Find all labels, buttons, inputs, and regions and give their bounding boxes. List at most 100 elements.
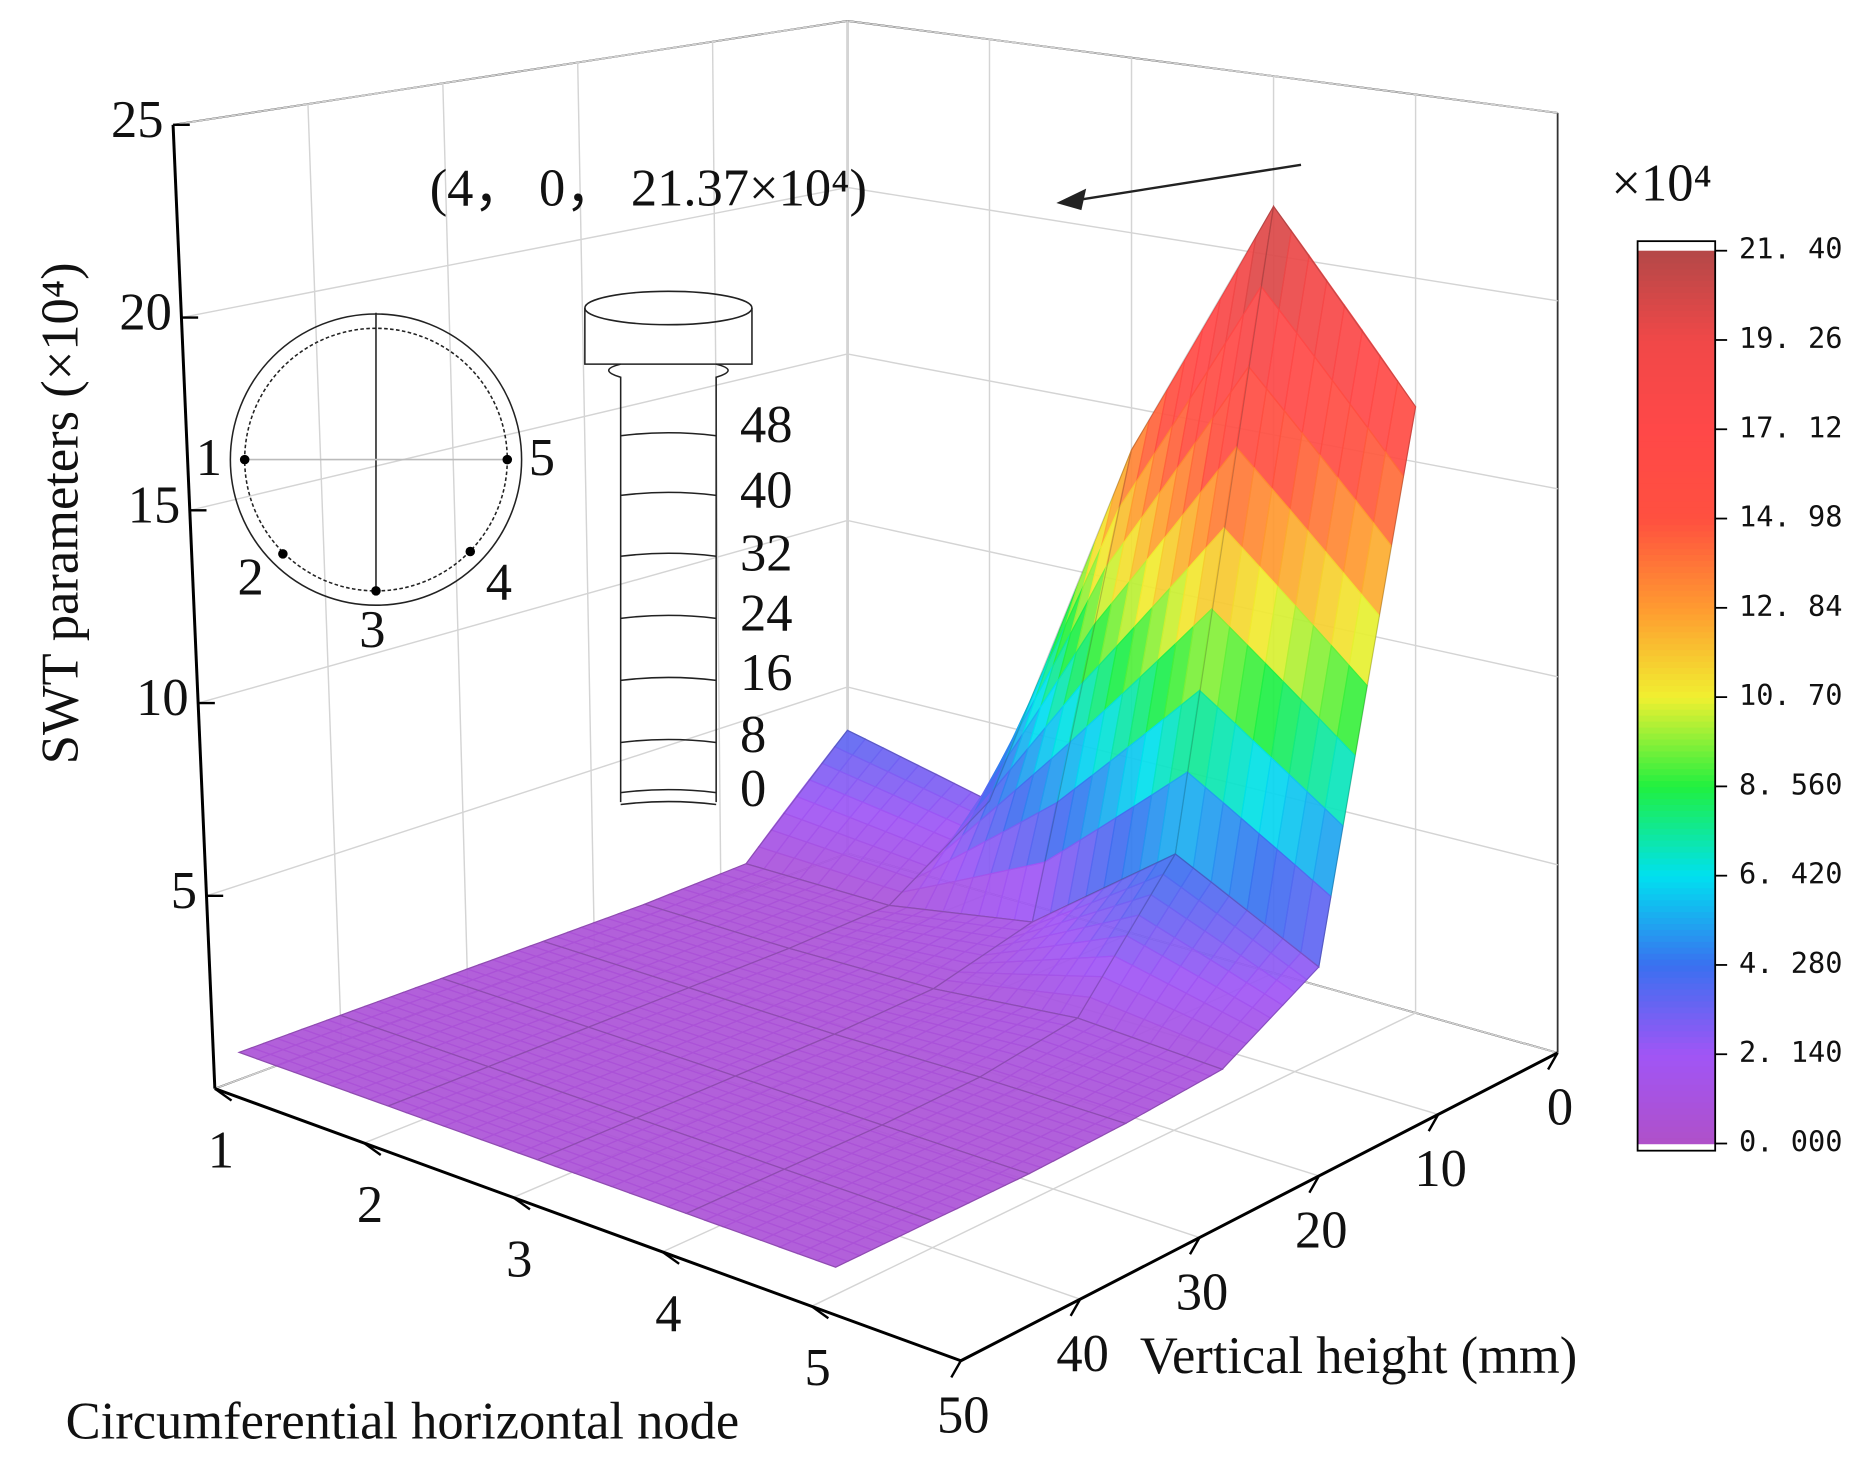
colorbar-step [1637, 334, 1716, 341]
inset-label: 40 [740, 461, 793, 519]
colorbar-step [1637, 322, 1716, 329]
colorbar-step [1637, 1125, 1716, 1133]
colorbar-step [1637, 292, 1716, 300]
colorbar-step [1637, 482, 1716, 490]
colorbar-tick-label: 14. 98 [1739, 500, 1842, 534]
colorbar-step [1637, 1024, 1716, 1032]
surface-cell [1031, 206, 1275, 924]
colorbar-step [1637, 631, 1716, 639]
colorbar-step [1637, 304, 1716, 311]
colorbar-step [1637, 423, 1716, 430]
colorbar-tick-label: 10. 70 [1739, 678, 1842, 712]
colorbar-step [1637, 970, 1716, 978]
colorbar-step [1637, 399, 1716, 407]
colorbar-step [1637, 1089, 1716, 1097]
colorbar-step [1637, 667, 1716, 675]
colorbar-step [1637, 459, 1716, 466]
inset-label: 0 [740, 760, 766, 818]
surface-cell [535, 1117, 786, 1215]
colorbar-step [1637, 691, 1716, 698]
colorbar-step [1637, 351, 1716, 359]
colorbar-step [1637, 1131, 1716, 1139]
colorbar-step [1637, 262, 1716, 270]
colorbar-step [1637, 518, 1716, 526]
colorbar-step [1637, 554, 1716, 561]
inset-diagram [229, 290, 753, 806]
colorbar-step [1637, 875, 1716, 883]
colorbar-step [1637, 393, 1716, 401]
colorbar-step [1637, 405, 1716, 413]
tick-mark [214, 1087, 233, 1102]
colorbar-step [1637, 625, 1716, 633]
colorbar-step [1637, 964, 1716, 972]
colorbar-step [1637, 953, 1716, 960]
colorbar-tick-label: 17. 12 [1739, 410, 1842, 444]
colorbar-step [1637, 619, 1716, 627]
annotation-arrow [1074, 163, 1302, 202]
colorbar-tick-label: 21. 40 [1739, 232, 1842, 266]
colorbar-step [1637, 994, 1716, 1002]
colorbar-step [1637, 494, 1716, 502]
colorbar-step [1637, 923, 1716, 930]
colorbar-tick-label: 6. 420 [1739, 857, 1842, 891]
colorbar-step [1637, 1036, 1716, 1044]
node-dot [239, 454, 250, 465]
colorbar-step [1637, 542, 1716, 550]
colorbar-step [1637, 845, 1716, 853]
colorbar-step [1637, 607, 1716, 615]
colorbar-step [1637, 464, 1716, 472]
colorbar-step [1637, 1012, 1716, 1020]
colorbar-step [1637, 857, 1716, 865]
colorbar-step [1637, 268, 1716, 276]
colorbar-step [1637, 810, 1716, 817]
y-axis-title: Vertical height (mm) [1140, 1327, 1577, 1385]
colorbar-step [1637, 435, 1716, 442]
colorbar-step [1637, 1042, 1716, 1049]
colorbar-step [1637, 560, 1716, 567]
colorbar-step [1637, 655, 1716, 663]
colorbar-step [1637, 1054, 1716, 1061]
tick-mark [1547, 1052, 1559, 1071]
colorbar-step [1637, 536, 1716, 544]
surface-cell [486, 1026, 738, 1119]
surface-cell-edge [684, 1168, 934, 1268]
surface-cell [931, 852, 1177, 1019]
colorbar-step [1637, 1030, 1716, 1038]
surface-cell [887, 449, 1133, 923]
colorbar-step [1637, 643, 1716, 651]
colorbar-step [1637, 1006, 1716, 1014]
colorbar-step [1637, 774, 1716, 782]
x-tick-label: 2 [357, 1176, 383, 1234]
colorbar-step [1637, 328, 1716, 335]
colorbar-step [1637, 417, 1716, 425]
colorbar-step [1637, 381, 1716, 389]
surface-cell [440, 940, 691, 1028]
colorbar-step [1637, 601, 1716, 609]
surface-cell [338, 977, 591, 1068]
x-tick-label: 4 [655, 1285, 681, 1343]
colorbar-step [1637, 679, 1716, 686]
colorbar-step [1637, 470, 1716, 478]
colorbar-step [1637, 822, 1716, 829]
colorbar-step [1637, 369, 1716, 377]
colorbar-tick-label: 12. 84 [1739, 589, 1842, 623]
bolt-head [584, 308, 753, 365]
z-tick-label: 20 [119, 284, 172, 342]
colorbar-step [1637, 685, 1716, 692]
z-axis-title: SWT parameters (×10⁴) [32, 262, 90, 764]
colorbar-step [1637, 441, 1716, 448]
surface-patch [815, 1253, 850, 1268]
z-tick-label: 10 [136, 669, 189, 727]
colorbar-step [1637, 703, 1716, 710]
colorbar-step [1637, 893, 1716, 901]
y-tick-label: 10 [1414, 1140, 1467, 1198]
colorbar-step [1637, 1018, 1716, 1026]
colorbar-step [1637, 1078, 1716, 1085]
colorbar-step [1637, 500, 1716, 508]
colorbar-step [1637, 863, 1716, 871]
colorbar-step [1637, 286, 1716, 294]
surface-cell [880, 1076, 1128, 1175]
colorbar-step [1637, 280, 1716, 288]
colorbar-step [1637, 595, 1716, 603]
